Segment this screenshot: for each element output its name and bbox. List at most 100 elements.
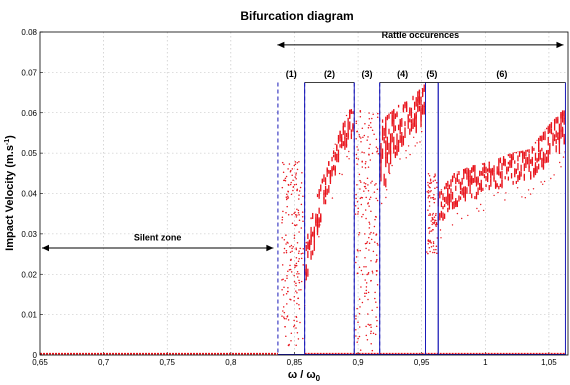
data-point (377, 244, 379, 246)
data-point (358, 133, 360, 136)
data-point (439, 229, 442, 231)
data-point (429, 239, 431, 242)
data-point (300, 289, 302, 291)
data-point (426, 191, 428, 193)
data-point (367, 202, 370, 204)
data-point (376, 150, 379, 152)
data-point (405, 150, 407, 152)
data-point (359, 188, 361, 190)
data-point (374, 215, 377, 218)
data-point (365, 292, 368, 294)
data-point (341, 173, 343, 176)
data-point (376, 116, 379, 119)
data-point (429, 178, 432, 181)
data-point (381, 202, 383, 205)
x-tick-label: 0,8 (225, 358, 237, 367)
data-point (293, 280, 296, 283)
data-point (374, 333, 377, 336)
data-point (376, 188, 379, 190)
data-point (434, 198, 436, 200)
data-point (302, 220, 304, 222)
data-point (431, 214, 434, 216)
data-point (364, 292, 366, 294)
data-point (399, 158, 401, 160)
data-point (432, 221, 434, 224)
data-point (550, 177, 552, 180)
data-point (298, 190, 301, 192)
region-label: (5) (426, 69, 437, 79)
data-point (365, 217, 367, 220)
data-point (287, 242, 289, 244)
data-point (281, 186, 284, 189)
data-point (429, 250, 431, 253)
data-point (298, 279, 300, 282)
data-point (289, 268, 292, 271)
data-point (364, 256, 366, 259)
data-point (289, 183, 292, 186)
data-point (375, 316, 377, 318)
data-point (366, 241, 369, 243)
data-point (295, 216, 298, 218)
data-point (374, 184, 376, 186)
data-point (301, 211, 304, 213)
data-point (287, 168, 289, 170)
data-point (281, 264, 284, 266)
data-point (296, 208, 298, 210)
data-point (542, 183, 544, 185)
data-point (430, 245, 433, 248)
data-point (374, 297, 376, 300)
data-point (368, 221, 370, 223)
y-tick-label: 0.02 (21, 270, 37, 279)
data-point (480, 203, 482, 206)
data-point (282, 278, 284, 280)
data-point (370, 238, 373, 241)
data-point (356, 307, 358, 310)
data-point (290, 181, 292, 184)
data-point (370, 126, 372, 129)
data-point (284, 279, 286, 282)
data-point (433, 216, 436, 218)
data-point (434, 214, 437, 217)
data-point (375, 182, 377, 185)
data-point (371, 129, 374, 132)
data-point (435, 245, 438, 247)
data-point (284, 177, 287, 180)
data-point (419, 141, 421, 143)
data-point (294, 224, 297, 227)
data-point (482, 209, 485, 212)
data-point (369, 121, 372, 124)
data-point (368, 223, 371, 225)
data-point (296, 271, 299, 273)
data-point (371, 152, 374, 155)
data-point (369, 196, 372, 198)
region-label: (4) (397, 69, 408, 79)
data-point (371, 272, 374, 274)
data-point (295, 257, 298, 259)
data-point (298, 213, 300, 216)
data-point (456, 212, 459, 215)
data-point (295, 178, 297, 180)
data-point (296, 292, 298, 294)
data-point (375, 254, 378, 256)
data-point (428, 247, 431, 249)
data-point (436, 186, 438, 188)
data-point (295, 172, 297, 174)
data-point (299, 247, 301, 250)
data-point (372, 332, 375, 334)
data-point (359, 249, 361, 252)
data-point (301, 172, 303, 174)
data-point (291, 168, 294, 170)
data-point (432, 212, 434, 215)
data-point (432, 196, 435, 199)
data-point (358, 266, 361, 269)
region-label: (2) (324, 69, 335, 79)
region-layer: (1) (2) (3) (4) (5) (6) (277, 69, 566, 355)
data-point (291, 213, 293, 216)
data-point (301, 215, 304, 218)
data-point (283, 317, 286, 320)
data-point (285, 251, 288, 254)
data-point (430, 230, 433, 232)
data-point (298, 257, 300, 260)
data-point (296, 188, 299, 191)
data-point (287, 270, 289, 273)
